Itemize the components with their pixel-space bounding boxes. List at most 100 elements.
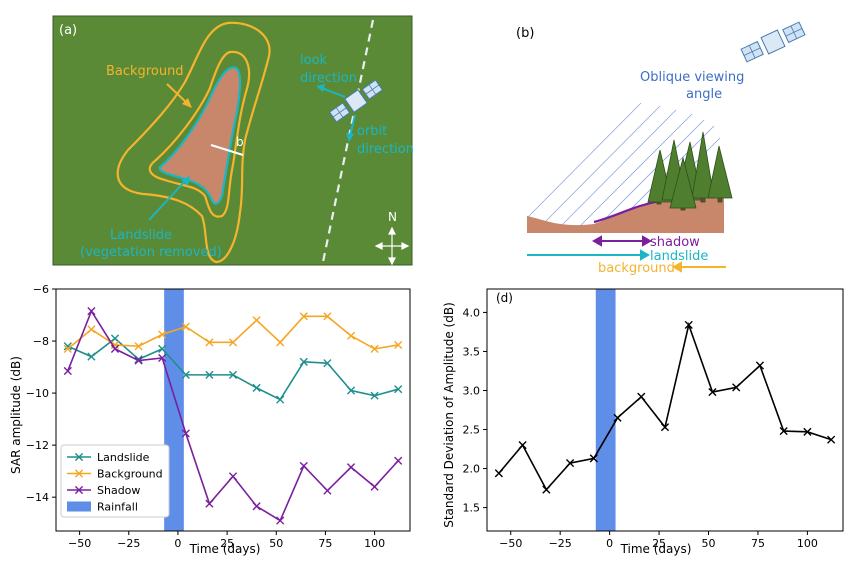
- chart-d-xtick-label: −50: [499, 537, 522, 550]
- landslide-extent-label: landslide: [650, 249, 708, 264]
- north-arrow-icon: [374, 226, 410, 266]
- chart-c-point-shadow: [134, 356, 143, 365]
- background-boundary: [116, 21, 271, 264]
- chart-c-point-background: [134, 342, 143, 351]
- look-label-2: direction: [300, 71, 357, 86]
- legend-label-background: Background: [97, 468, 163, 481]
- chart-c-point-landslide: [228, 370, 238, 379]
- b-label: b: [236, 135, 244, 149]
- landslide-arrow: [148, 179, 187, 221]
- chart-c-point-background: [323, 312, 332, 321]
- chart-d-point-0: [565, 458, 575, 468]
- chart-c-point-landslide: [110, 334, 120, 343]
- chart-c-point-landslide: [252, 383, 261, 392]
- landslide-polygon: [158, 66, 242, 205]
- chart-c-point-shadow: [276, 516, 285, 525]
- chart-d-plot-area: [486, 288, 844, 532]
- chart-c-point-landslide: [181, 370, 190, 379]
- chart-c-point-shadow: [252, 502, 261, 511]
- landslide-label-2: (vegetation removed): [80, 245, 222, 260]
- background-arrow: [166, 83, 189, 105]
- chart-c-ytick-label: −10: [26, 387, 49, 400]
- legend-label-rainfall: Rainfall: [97, 501, 138, 514]
- orbit-label-2: direction: [357, 142, 414, 157]
- panel-b-label: (b): [516, 26, 534, 41]
- chart-c-xtick-label: 75: [318, 537, 332, 550]
- background-extent-label: background: [598, 261, 675, 276]
- chart-d-point-0: [542, 485, 551, 494]
- chart-c-point-background: [87, 325, 96, 334]
- chart-c-point-shadow: [394, 456, 403, 465]
- chart-c-ytick-label: −12: [26, 439, 49, 452]
- chart-d-panel-label: (d): [496, 291, 513, 305]
- chart-c-point-background: [346, 331, 356, 340]
- chart-c-point-shadow: [228, 472, 238, 481]
- chart-d-point-0: [803, 427, 812, 436]
- chart-c-legend: [60, 444, 170, 518]
- satellite-icon: [328, 79, 384, 123]
- chart-c-point-background: [370, 344, 379, 353]
- legend-marker-landslide: [74, 452, 84, 462]
- panel-a-label: (a): [59, 23, 77, 38]
- landslide-label-1: Landslide: [110, 228, 172, 243]
- legend-swatch-rainfall: [67, 501, 91, 512]
- legend-label-landslide: Landslide: [97, 451, 150, 464]
- legend-label-shadow: Shadow: [97, 484, 140, 497]
- chart-c-ylabel: SAR amplitude (dB): [9, 356, 23, 474]
- chart-c-point-background: [394, 340, 403, 350]
- chart-std-deviation: −50 −25 0 25 50 75 100 1.5 2.0 2.5 3.0 3.5 4.0 (d) T…: [442, 288, 844, 556]
- oblique-label-2: angle: [686, 87, 722, 102]
- chart-c-point-shadow: [370, 482, 379, 491]
- chart-c-point-background: [63, 344, 72, 353]
- chart-c-xtick-label: −50: [68, 537, 91, 550]
- chart-d-point-0: [755, 361, 765, 370]
- chart-c-ytick-label: −6: [33, 283, 49, 296]
- background-arrowhead: [182, 98, 192, 108]
- chart-c-point-landslide: [63, 342, 72, 351]
- chart-c-point-shadow: [181, 429, 190, 438]
- chart-c-point-shadow: [158, 353, 167, 363]
- satellite-b-icon: [740, 21, 806, 63]
- shadow-extent-arrow: [591, 235, 653, 247]
- legend-marker-background: [74, 469, 84, 478]
- chart-c-point-shadow: [110, 344, 120, 353]
- chart-c-point-shadow: [205, 499, 214, 508]
- chart-c-xtick-label: 100: [364, 537, 385, 550]
- chart-c-xtick-label: −25: [117, 537, 140, 550]
- shadow-label: shadow: [650, 235, 700, 250]
- chart-d-xtick-label: 75: [751, 537, 765, 550]
- chart-c-point-landslide: [276, 395, 285, 404]
- chart-c-point-background: [228, 338, 238, 347]
- trees-icon: [647, 131, 733, 211]
- chart-c-point-shadow: [299, 461, 308, 471]
- chart-d-ytick-label: 4.0: [463, 306, 481, 319]
- chart-c-point-background: [299, 312, 308, 321]
- chart-c-xlabel: Time (days): [189, 542, 261, 556]
- chart-c-point-landslide: [394, 385, 403, 394]
- background-label: Background: [106, 64, 184, 79]
- buffer-boundary: [148, 50, 251, 218]
- chart-d-rainfall-band: [595, 289, 616, 531]
- chart-c-point-landslide: [158, 344, 167, 353]
- chart-c-point-shadow: [346, 463, 356, 472]
- chart-c-point-landslide: [205, 370, 214, 379]
- chart-d-point-0: [684, 320, 693, 330]
- chart-d-point-0: [827, 435, 836, 444]
- chart-d-ytick-label: 3.0: [463, 384, 481, 397]
- chart-c-point-shadow: [87, 307, 96, 316]
- chart-c-ytick-label: −14: [26, 491, 49, 504]
- landslide-extent-arrow: [527, 249, 651, 261]
- chart-c-point-landslide: [87, 352, 96, 361]
- panel-b: (b) Oblique viewing angle: [516, 21, 806, 276]
- chart-c-point-landslide: [346, 386, 356, 395]
- oblique-label-1: Oblique viewing: [640, 70, 744, 85]
- chart-c-point-background: [181, 322, 190, 331]
- panel-a: b (a) Background Landslide (vegetation r…: [52, 15, 414, 266]
- chart-d-xtick-label: 0: [606, 537, 613, 550]
- orbit-label-1: orbit: [357, 124, 387, 139]
- chart-c-point-shadow: [63, 366, 72, 376]
- chart-c-point-background: [276, 338, 285, 347]
- chart-d-ylabel: Standard Deviation of Amplitude (dB): [442, 302, 456, 528]
- background-extent-arrow: [671, 261, 726, 273]
